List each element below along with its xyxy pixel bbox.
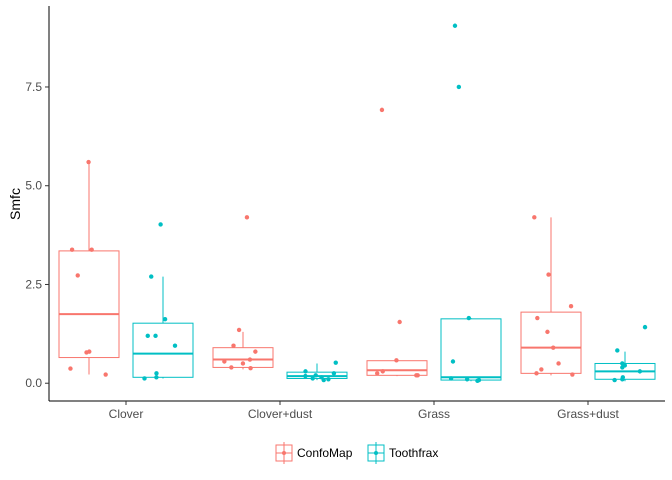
box-toothfrax-clover [132, 276, 194, 379]
data-point [545, 329, 550, 335]
y-tick-label: 7.5 [25, 80, 42, 94]
data-point [450, 359, 456, 364]
data-point [379, 107, 385, 113]
data-point [313, 373, 318, 378]
data-point [75, 273, 80, 278]
box-body [212, 347, 274, 368]
data-point [556, 361, 561, 366]
data-point [415, 373, 420, 378]
data-point [149, 274, 154, 279]
data-point [103, 372, 108, 377]
box-confomap-clover-dust [212, 331, 274, 370]
box-confomap-grass-dust [520, 217, 582, 376]
y-axis-title: Smfc [7, 188, 23, 220]
data-point [331, 371, 337, 376]
box-confomap-clover [58, 162, 120, 375]
data-point [231, 343, 236, 348]
data-point [333, 360, 338, 365]
data-point [612, 377, 617, 383]
data-point [303, 373, 308, 379]
data-point [568, 304, 574, 309]
data-point [394, 358, 399, 363]
data-point [456, 84, 462, 90]
x-tick-label: Grass [418, 407, 450, 421]
y-tick-label: 0.0 [25, 376, 42, 390]
data-point [321, 377, 326, 383]
data-point [452, 23, 458, 28]
data-point [244, 215, 250, 220]
box-toothfrax-clover-dust [286, 363, 348, 381]
data-point [248, 366, 253, 371]
data-point [158, 222, 163, 227]
data-point [236, 327, 242, 333]
data-point [326, 377, 331, 382]
data-point [162, 317, 168, 322]
data-point [551, 345, 556, 350]
data-point [303, 369, 308, 374]
axes: Smfc 0.0 2.5 5.0 7.5 Clover Clover+dust Grass G… [7, 6, 665, 421]
x-tick-label: Clover+dust [248, 407, 313, 421]
legend-item-toothfrax: Toothfrax [367, 442, 438, 464]
data-point [464, 377, 470, 382]
box-body [440, 318, 502, 381]
box-toothfrax-grass [440, 318, 502, 382]
data-point [534, 371, 539, 376]
data-point [229, 365, 234, 370]
box-body [132, 322, 194, 378]
data-point [69, 247, 75, 252]
data-point [247, 357, 253, 362]
x-tick-label: Grass+dust [557, 407, 619, 421]
legend-item-confomap: ConfoMap [275, 442, 353, 464]
data-point [375, 371, 380, 376]
data-point [546, 272, 551, 277]
data-point [615, 348, 620, 353]
box-body [520, 311, 582, 374]
data-point [620, 377, 625, 382]
x-tick-label: Clover [109, 407, 144, 421]
data-point [172, 343, 178, 348]
data-point [154, 371, 159, 376]
data-point [253, 349, 258, 354]
y-tick-label: 2.5 [25, 277, 42, 291]
data-point [620, 365, 625, 370]
data-point [86, 159, 91, 165]
data-point [310, 376, 315, 381]
y-tick-label: 5.0 [25, 179, 42, 193]
data-point [475, 378, 480, 384]
data-point [145, 333, 150, 339]
box-body [58, 250, 120, 359]
legend-key-point [282, 451, 286, 455]
plot-area [58, 23, 656, 384]
data-point [68, 366, 73, 371]
data-point [448, 376, 454, 381]
data-point [532, 215, 537, 220]
legend-label: Toothfrax [389, 446, 438, 460]
data-point [397, 319, 402, 325]
legend-label: ConfoMap [297, 446, 353, 460]
data-point [89, 247, 94, 252]
data-point [222, 359, 227, 364]
data-point [637, 369, 643, 374]
data-point [380, 369, 385, 374]
data-point [87, 349, 92, 354]
data-point [570, 372, 575, 377]
data-point [466, 315, 472, 321]
data-point [240, 361, 246, 366]
data-point [142, 376, 147, 381]
legend-key-point [374, 451, 378, 455]
data-point [539, 367, 544, 372]
legend: ConfoMap Toothfrax [275, 442, 438, 464]
data-point [642, 324, 648, 330]
data-point [535, 315, 540, 321]
data-point [154, 375, 159, 380]
data-point [153, 333, 158, 339]
